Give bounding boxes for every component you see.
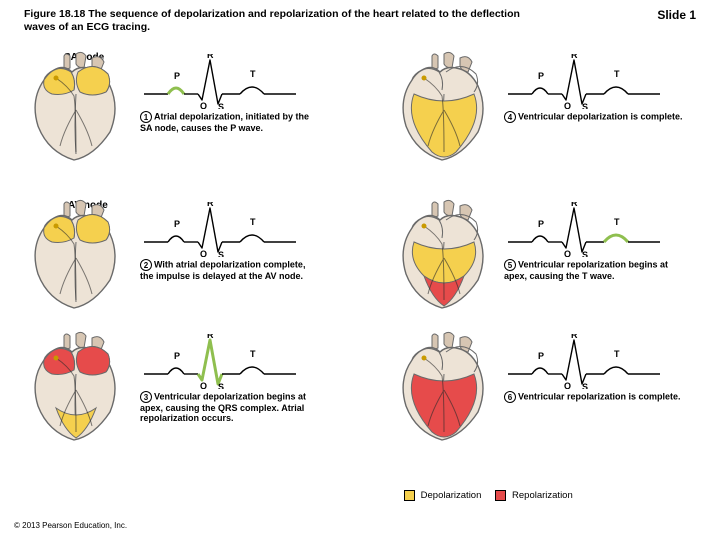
legend-depol: Depolarization xyxy=(404,490,481,501)
step-circle-5: 5 xyxy=(504,259,516,271)
svg-text:Q: Q xyxy=(200,101,207,109)
svg-text:S: S xyxy=(582,382,588,389)
step-circle-3: 3 xyxy=(140,391,152,403)
svg-text:P: P xyxy=(174,71,180,81)
svg-text:S: S xyxy=(218,102,224,109)
svg-text:S: S xyxy=(582,250,588,257)
slide-number: Slide 1 xyxy=(657,8,696,22)
svg-text:S: S xyxy=(582,102,588,109)
ecg-block-1: P Q R S T 1Atrial depolarization, initia… xyxy=(140,54,320,133)
copyright: © 2013 Pearson Education, Inc. xyxy=(14,521,127,530)
ecg-icon: P Q R S T xyxy=(504,334,664,389)
step-circle-4: 4 xyxy=(504,111,516,123)
svg-text:Q: Q xyxy=(564,381,571,389)
svg-text:R: R xyxy=(571,54,578,60)
svg-text:T: T xyxy=(250,217,256,227)
stage-3 xyxy=(16,330,136,445)
ecg-block-2: P Q R S T 2With atrial depolarization co… xyxy=(140,202,320,281)
ecg-block-3: P Q R S T 3Ventricular depolarization be… xyxy=(140,334,320,424)
stage-1 xyxy=(16,50,136,165)
ecg-block-5: P Q R S T 5Ventricular repolarization be… xyxy=(504,202,684,281)
heart-icon xyxy=(384,50,504,165)
step-circle-2: 2 xyxy=(140,259,152,271)
svg-text:T: T xyxy=(614,349,620,359)
svg-text:R: R xyxy=(207,202,214,208)
svg-text:P: P xyxy=(538,219,544,229)
ecg-icon: P Q R S T xyxy=(140,334,300,389)
ecg-icon: P Q R S T xyxy=(504,54,664,109)
heart-icon xyxy=(16,50,136,165)
ecg-icon: P Q R S T xyxy=(140,54,300,109)
svg-text:S: S xyxy=(218,250,224,257)
stage-6 xyxy=(384,330,504,445)
swatch-repolarization xyxy=(495,490,506,501)
step-circle-1: 1 xyxy=(140,111,152,123)
stage-2 xyxy=(16,198,136,313)
svg-text:R: R xyxy=(571,334,578,340)
svg-text:R: R xyxy=(207,334,214,340)
stage-caption-4: 4Ventricular depolarization is complete. xyxy=(504,111,683,123)
swatch-depolarization xyxy=(404,490,415,501)
legend-repol: Repolarization xyxy=(495,490,572,501)
svg-text:S: S xyxy=(218,382,224,389)
svg-text:P: P xyxy=(174,219,180,229)
ecg-icon: P Q R S T xyxy=(140,202,300,257)
stage-5 xyxy=(384,198,504,313)
svg-text:Q: Q xyxy=(564,249,571,257)
heart-icon xyxy=(384,330,504,445)
svg-text:T: T xyxy=(250,349,256,359)
heart-icon xyxy=(384,198,504,313)
svg-text:T: T xyxy=(614,69,620,79)
stage-caption-5: 5Ventricular repolarization begins at ap… xyxy=(504,259,684,281)
stage-caption-6: 6Ventricular repolarization is complete. xyxy=(504,391,681,403)
legend: Depolarization Repolarization xyxy=(404,490,573,501)
figure-title: Figure 18.18 The sequence of depolarizat… xyxy=(24,8,554,34)
stage-caption-1: 1Atrial depolarization, initiated by the… xyxy=(140,111,320,133)
svg-text:Q: Q xyxy=(200,381,207,389)
svg-text:R: R xyxy=(571,202,578,208)
stage-caption-3: 3Ventricular depolarization begins at ap… xyxy=(140,391,320,424)
svg-text:R: R xyxy=(207,54,214,60)
svg-text:T: T xyxy=(614,217,620,227)
stage-caption-2: 2With atrial depolarization complete, th… xyxy=(140,259,320,281)
svg-text:T: T xyxy=(250,69,256,79)
ecg-block-6: P Q R S T 6Ventricular repolarization is… xyxy=(504,334,681,403)
legend-depol-label: Depolarization xyxy=(421,490,482,501)
heart-icon xyxy=(16,198,136,313)
svg-text:P: P xyxy=(538,71,544,81)
svg-text:P: P xyxy=(174,351,180,361)
step-circle-6: 6 xyxy=(504,391,516,403)
ecg-block-4: P Q R S T 4Ventricular depolarization is… xyxy=(504,54,683,123)
stage-4 xyxy=(384,50,504,165)
ecg-icon: P Q R S T xyxy=(504,202,664,257)
svg-text:Q: Q xyxy=(564,101,571,109)
svg-text:Q: Q xyxy=(200,249,207,257)
heart-icon xyxy=(16,330,136,445)
legend-repol-label: Repolarization xyxy=(512,490,573,501)
svg-text:P: P xyxy=(538,351,544,361)
